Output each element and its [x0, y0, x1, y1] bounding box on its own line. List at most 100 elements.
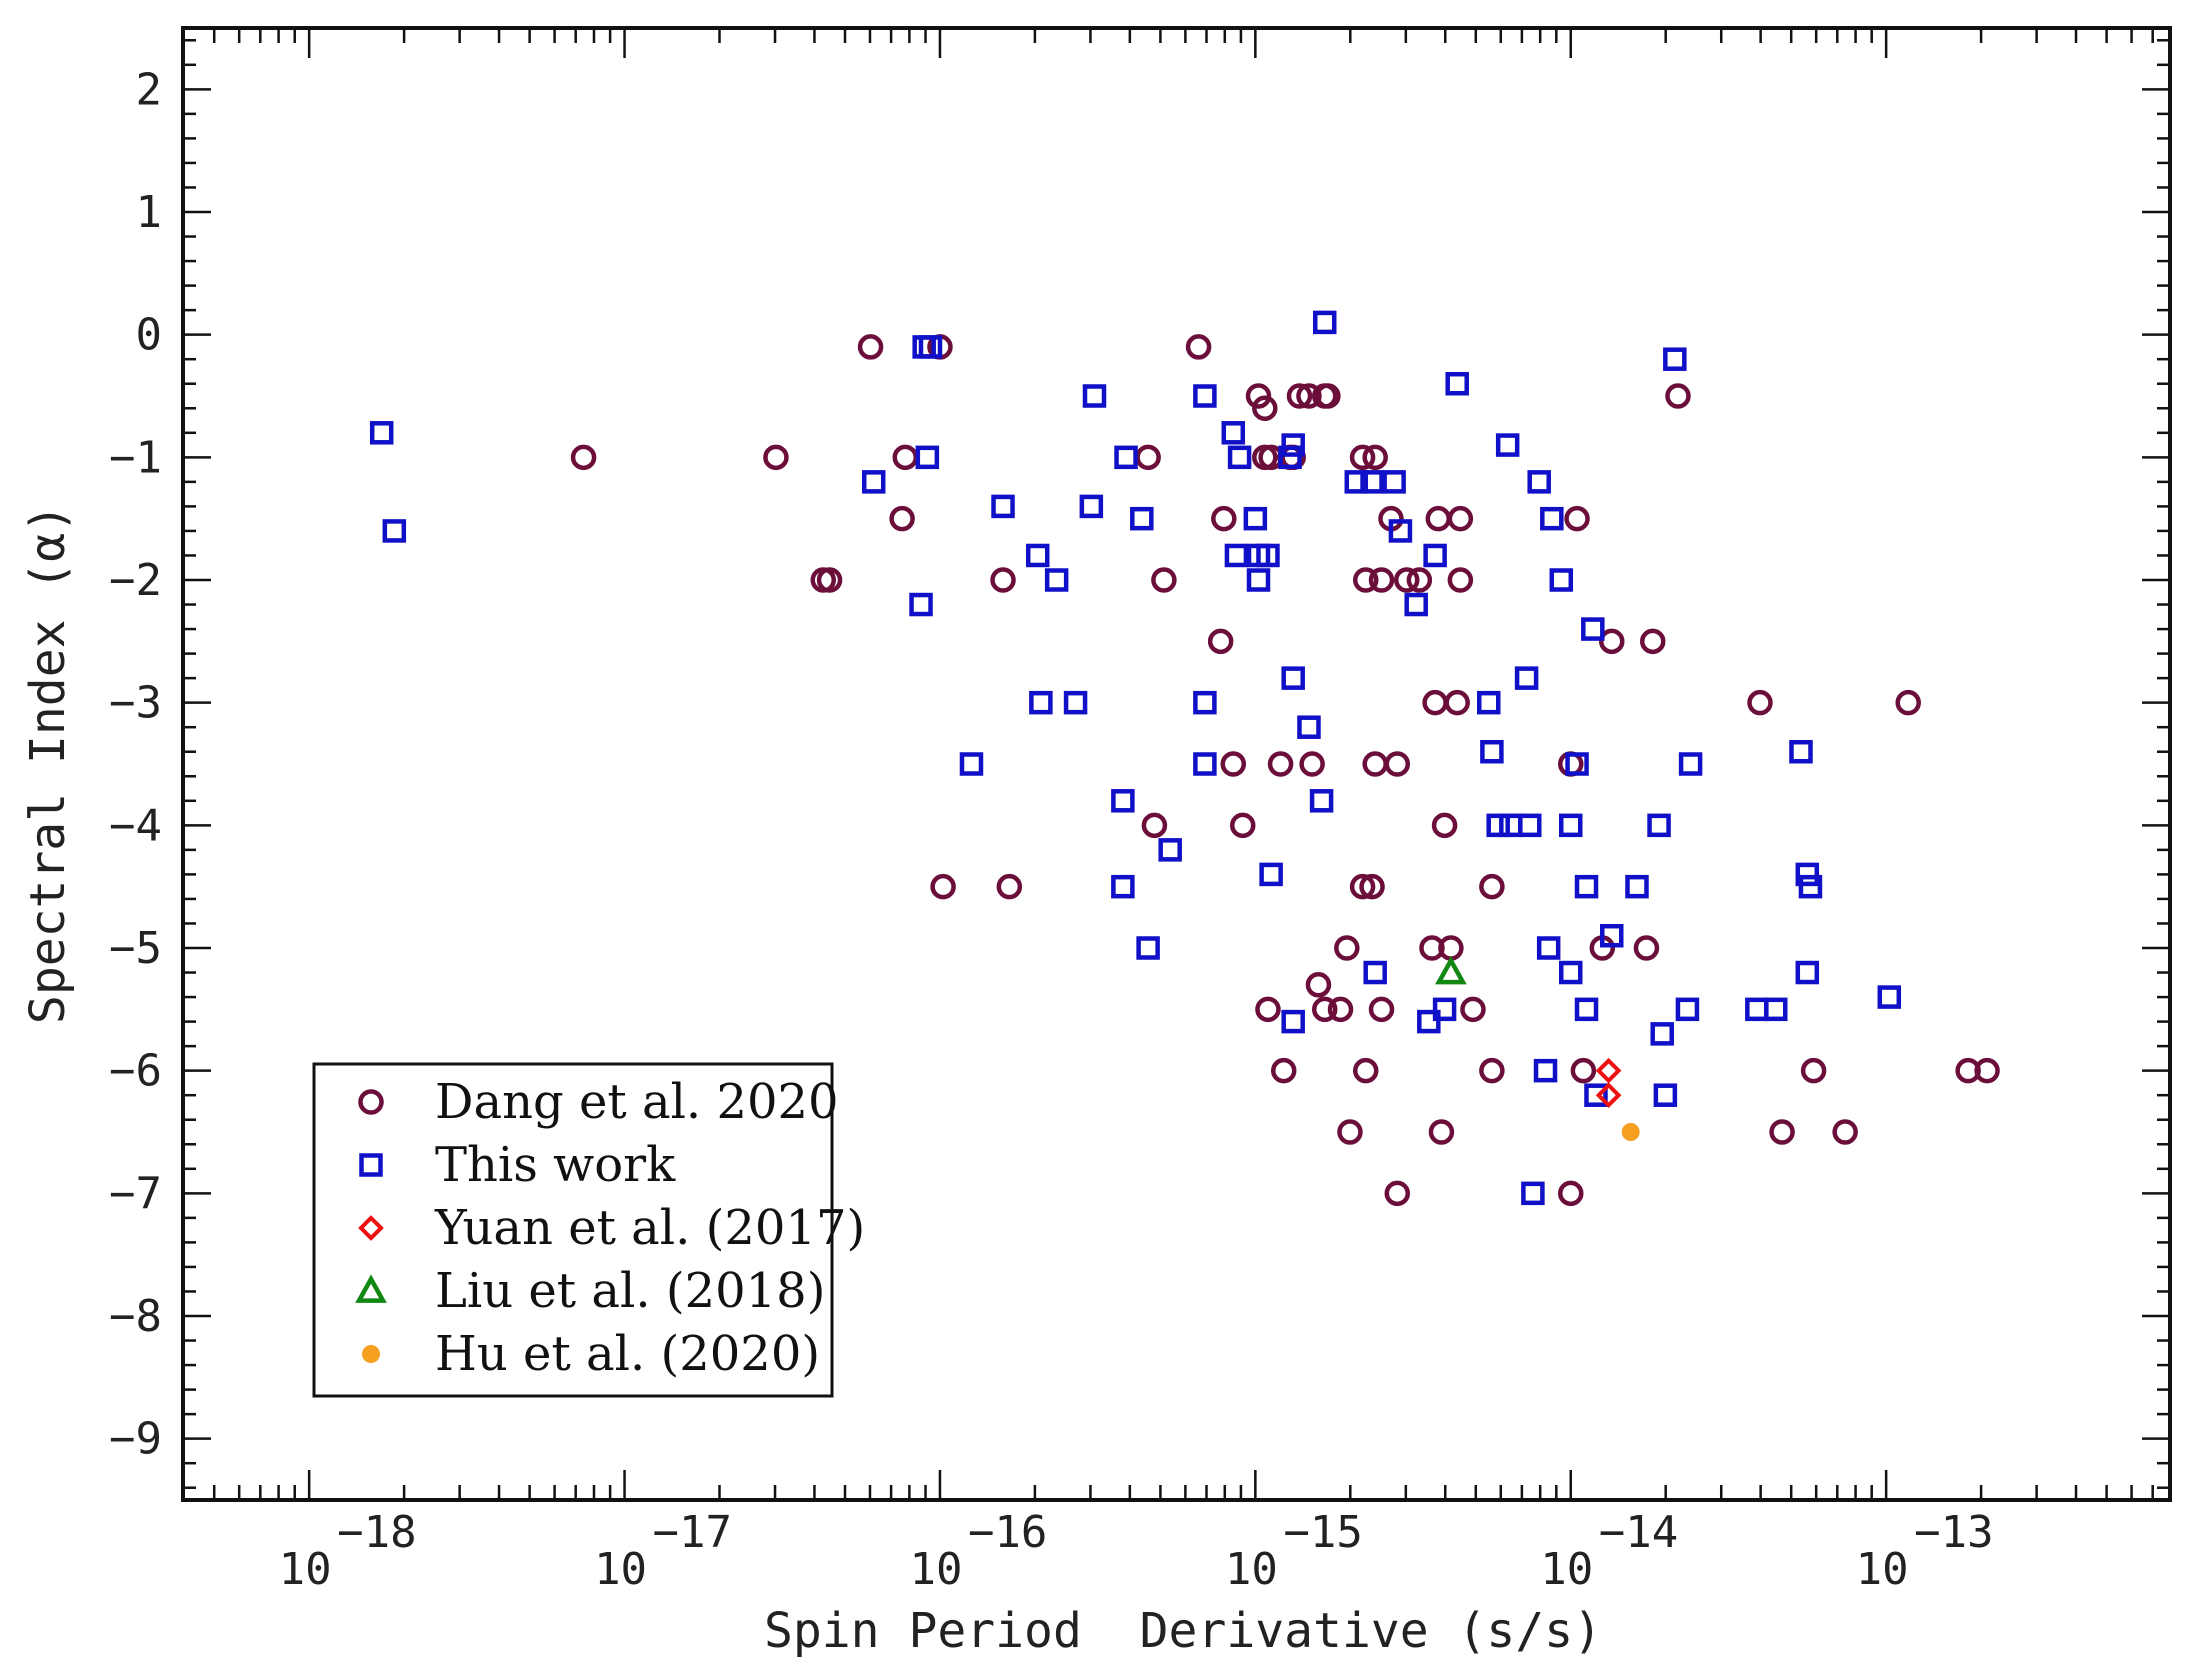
data-point-circle: [1245, 383, 1272, 409]
data-point-square: [1574, 997, 1599, 1022]
data-point-circle: [1151, 567, 1177, 593]
data-point-square: [1044, 568, 1069, 592]
x-tick-label-exponent: −17: [653, 1507, 732, 1558]
data-point-square: [1388, 519, 1413, 543]
x-tick-label-base: 10: [594, 1544, 647, 1595]
y-tick-label: −8: [109, 1291, 162, 1342]
data-point-square: [1114, 445, 1138, 470]
data-point-square: [1877, 985, 1902, 1009]
data-point-circle: [1570, 1057, 1597, 1084]
data-point-circle: [1665, 383, 1691, 409]
data-point-circle: [570, 444, 597, 471]
data-point-square: [1558, 813, 1583, 838]
data-point-circle: [1633, 935, 1660, 961]
data-point-circle: [1362, 751, 1388, 777]
data-point-circle: [1406, 567, 1433, 593]
x-axis-title: Spin Period Derivative (s/s): [764, 1603, 1602, 1659]
y-tick-label: −1: [109, 432, 162, 483]
legend-entry: Dang et al. 2020: [358, 1074, 839, 1130]
data-point-circle: [1384, 1180, 1411, 1207]
data-point-square: [1158, 838, 1182, 862]
data-point-circle: [1895, 689, 1921, 716]
data-point-circle: [1207, 628, 1234, 655]
data-point-square: [1227, 445, 1252, 470]
series-diamond: [1595, 1057, 1622, 1109]
y-tick-label: 2: [136, 64, 163, 115]
data-point-square: [1363, 960, 1387, 985]
legend-entry: This work: [359, 1137, 676, 1193]
legend-marker-circle: [358, 1089, 384, 1115]
y-tick-label: −4: [109, 800, 162, 851]
data-point-circle: [1252, 444, 1278, 471]
data-point-circle: [1747, 689, 1773, 716]
data-point-circle: [1362, 444, 1388, 471]
data-point-circle: [1639, 628, 1666, 655]
data-point-circle: [1311, 996, 1338, 1023]
x-tick-label-exponent: −16: [968, 1507, 1047, 1558]
data-point-circle: [1974, 1057, 2000, 1084]
data-point-square: [1281, 666, 1305, 690]
data-point-square: [1540, 506, 1564, 531]
data-point-diamond: [1595, 1082, 1622, 1109]
data-point-circle: [1267, 751, 1294, 777]
data-point-circle: [1444, 689, 1470, 716]
y-tick-label: 1: [136, 187, 163, 238]
data-points: [369, 310, 2000, 1207]
data-point-square: [1574, 874, 1599, 899]
data-point-square: [1521, 1181, 1545, 1206]
data-point-square: [1495, 433, 1520, 457]
data-point-square: [912, 335, 936, 359]
data-point-circle: [1141, 812, 1168, 839]
data-point-square: [1663, 347, 1687, 371]
legend-label: Dang et al. 2020: [435, 1074, 839, 1130]
data-point-square: [1486, 813, 1510, 838]
data-point-circle: [1800, 1057, 1827, 1084]
data-point-circle: [1229, 812, 1256, 839]
data-point-circle: [1598, 628, 1625, 655]
data-point-square: [1678, 752, 1703, 776]
data-point-circle: [1352, 567, 1379, 593]
y-tick-label: 0: [136, 310, 163, 361]
data-point-square: [959, 752, 984, 776]
data-point-circle: [1185, 334, 1212, 360]
data-point-square: [1745, 997, 1769, 1022]
data-point-square: [1558, 960, 1583, 985]
data-point-circle: [1422, 689, 1448, 716]
data-point-circle: [1368, 567, 1395, 593]
data-point-square: [1480, 739, 1504, 764]
data-point-square: [1533, 1058, 1558, 1083]
data-point-circle: [763, 444, 789, 471]
data-point-circle: [1334, 935, 1360, 961]
data-point-square: [861, 470, 886, 494]
data-point-square: [1256, 543, 1280, 568]
legend-label: This work: [435, 1137, 676, 1193]
data-point-circle: [892, 444, 919, 471]
data-point-square: [1029, 690, 1053, 715]
y-tick-label: −2: [109, 555, 162, 606]
x-tick-label-exponent: −15: [1283, 1507, 1362, 1558]
legend-marker-filled-circle: [362, 1345, 380, 1363]
data-point-square: [1476, 690, 1501, 715]
data-point-circle: [1252, 395, 1278, 422]
x-tick-label-exponent: −14: [1599, 1507, 1678, 1558]
data-point-square: [1423, 543, 1447, 568]
data-point-square: [1536, 936, 1561, 960]
x-tick-label-base: 10: [1225, 1544, 1278, 1595]
data-point-square: [1764, 997, 1788, 1022]
data-point-square: [1111, 874, 1135, 899]
data-point-square: [1312, 310, 1337, 335]
series-square: [369, 310, 1902, 1206]
data-point-square: [991, 494, 1015, 519]
legend-entry: Liu et al. (2018): [355, 1263, 825, 1319]
data-point-circle: [1315, 383, 1341, 409]
legend-box: [312, 1062, 834, 1398]
data-point-circle: [1447, 567, 1474, 593]
data-point-circle: [996, 873, 1023, 900]
legend: Dang et al. 2020 This work Yuan et al. (20…: [312, 1062, 865, 1398]
data-point-square: [1795, 862, 1820, 887]
data-point-circle: [889, 505, 915, 532]
x-tick-label-base: 10: [279, 1544, 332, 1595]
data-point-circle: [1447, 505, 1474, 532]
data-point-square: [1025, 543, 1050, 568]
